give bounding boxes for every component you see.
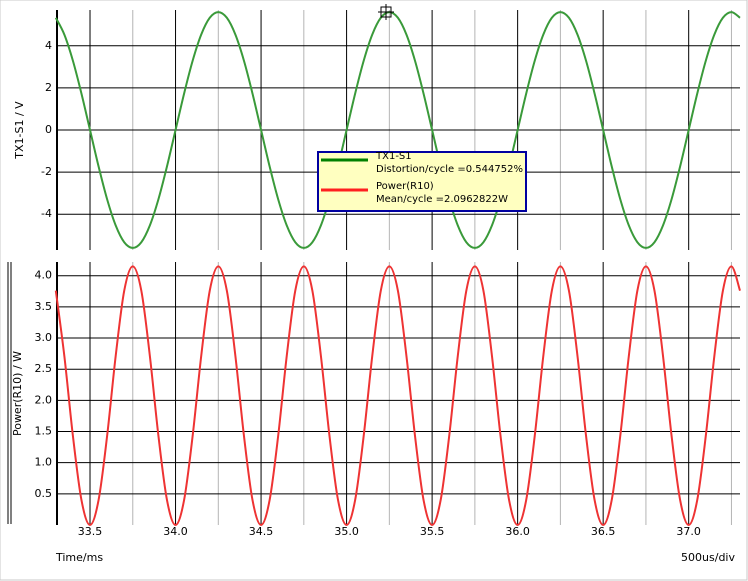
x-axis-label: Time/ms bbox=[55, 551, 103, 564]
y-tick-label: 0 bbox=[45, 123, 52, 136]
legend: TX1-S1 Distortion/cycle =0.544752% Power(R… bbox=[317, 151, 527, 212]
x-tick-label: 35.0 bbox=[334, 525, 359, 538]
y-axis-label: Power(R10) / W bbox=[11, 351, 24, 436]
y-tick-label: 2.5 bbox=[35, 362, 53, 375]
legend-label: TX1-S1 bbox=[375, 151, 412, 162]
y-tick-label: 3.5 bbox=[35, 300, 53, 313]
x-tick-label: 36.5 bbox=[591, 525, 616, 538]
x-tick-label: 37.0 bbox=[676, 525, 701, 538]
legend-label: Power(R10) bbox=[376, 181, 434, 192]
y-tick-label: 3.0 bbox=[35, 331, 53, 344]
series-line bbox=[54, 265, 741, 527]
y-tick-label: 0.5 bbox=[35, 487, 53, 500]
y-tick-label: 2.0 bbox=[35, 393, 53, 406]
x-tick-label: 36.0 bbox=[505, 525, 530, 538]
y-tick-label: 1.5 bbox=[35, 425, 53, 438]
legend-annotation: Mean/cycle =2.0962822W bbox=[376, 194, 508, 205]
y-tick-label: -4 bbox=[41, 207, 52, 220]
y-tick-label: 1.0 bbox=[35, 456, 53, 469]
x-tick-label: 34.5 bbox=[249, 525, 274, 538]
x-tick-label: 33.5 bbox=[78, 525, 103, 538]
y-tick-label: 2 bbox=[45, 81, 52, 94]
y-tick-label: 4 bbox=[45, 39, 52, 52]
x-tick-label: 34.0 bbox=[163, 525, 188, 538]
y-tick-label: -2 bbox=[41, 165, 52, 178]
x-tick-label: 35.5 bbox=[420, 525, 445, 538]
scale-label: 500us/div bbox=[681, 551, 735, 564]
legend-box bbox=[317, 151, 527, 212]
cursor bbox=[378, 4, 394, 20]
legend-annotation: Distortion/cycle =0.544752% bbox=[376, 164, 523, 175]
series-line bbox=[54, 11, 741, 249]
y-axis-label: TX1-S1 / V bbox=[13, 101, 26, 160]
y-tick-label: 4.0 bbox=[35, 269, 53, 282]
